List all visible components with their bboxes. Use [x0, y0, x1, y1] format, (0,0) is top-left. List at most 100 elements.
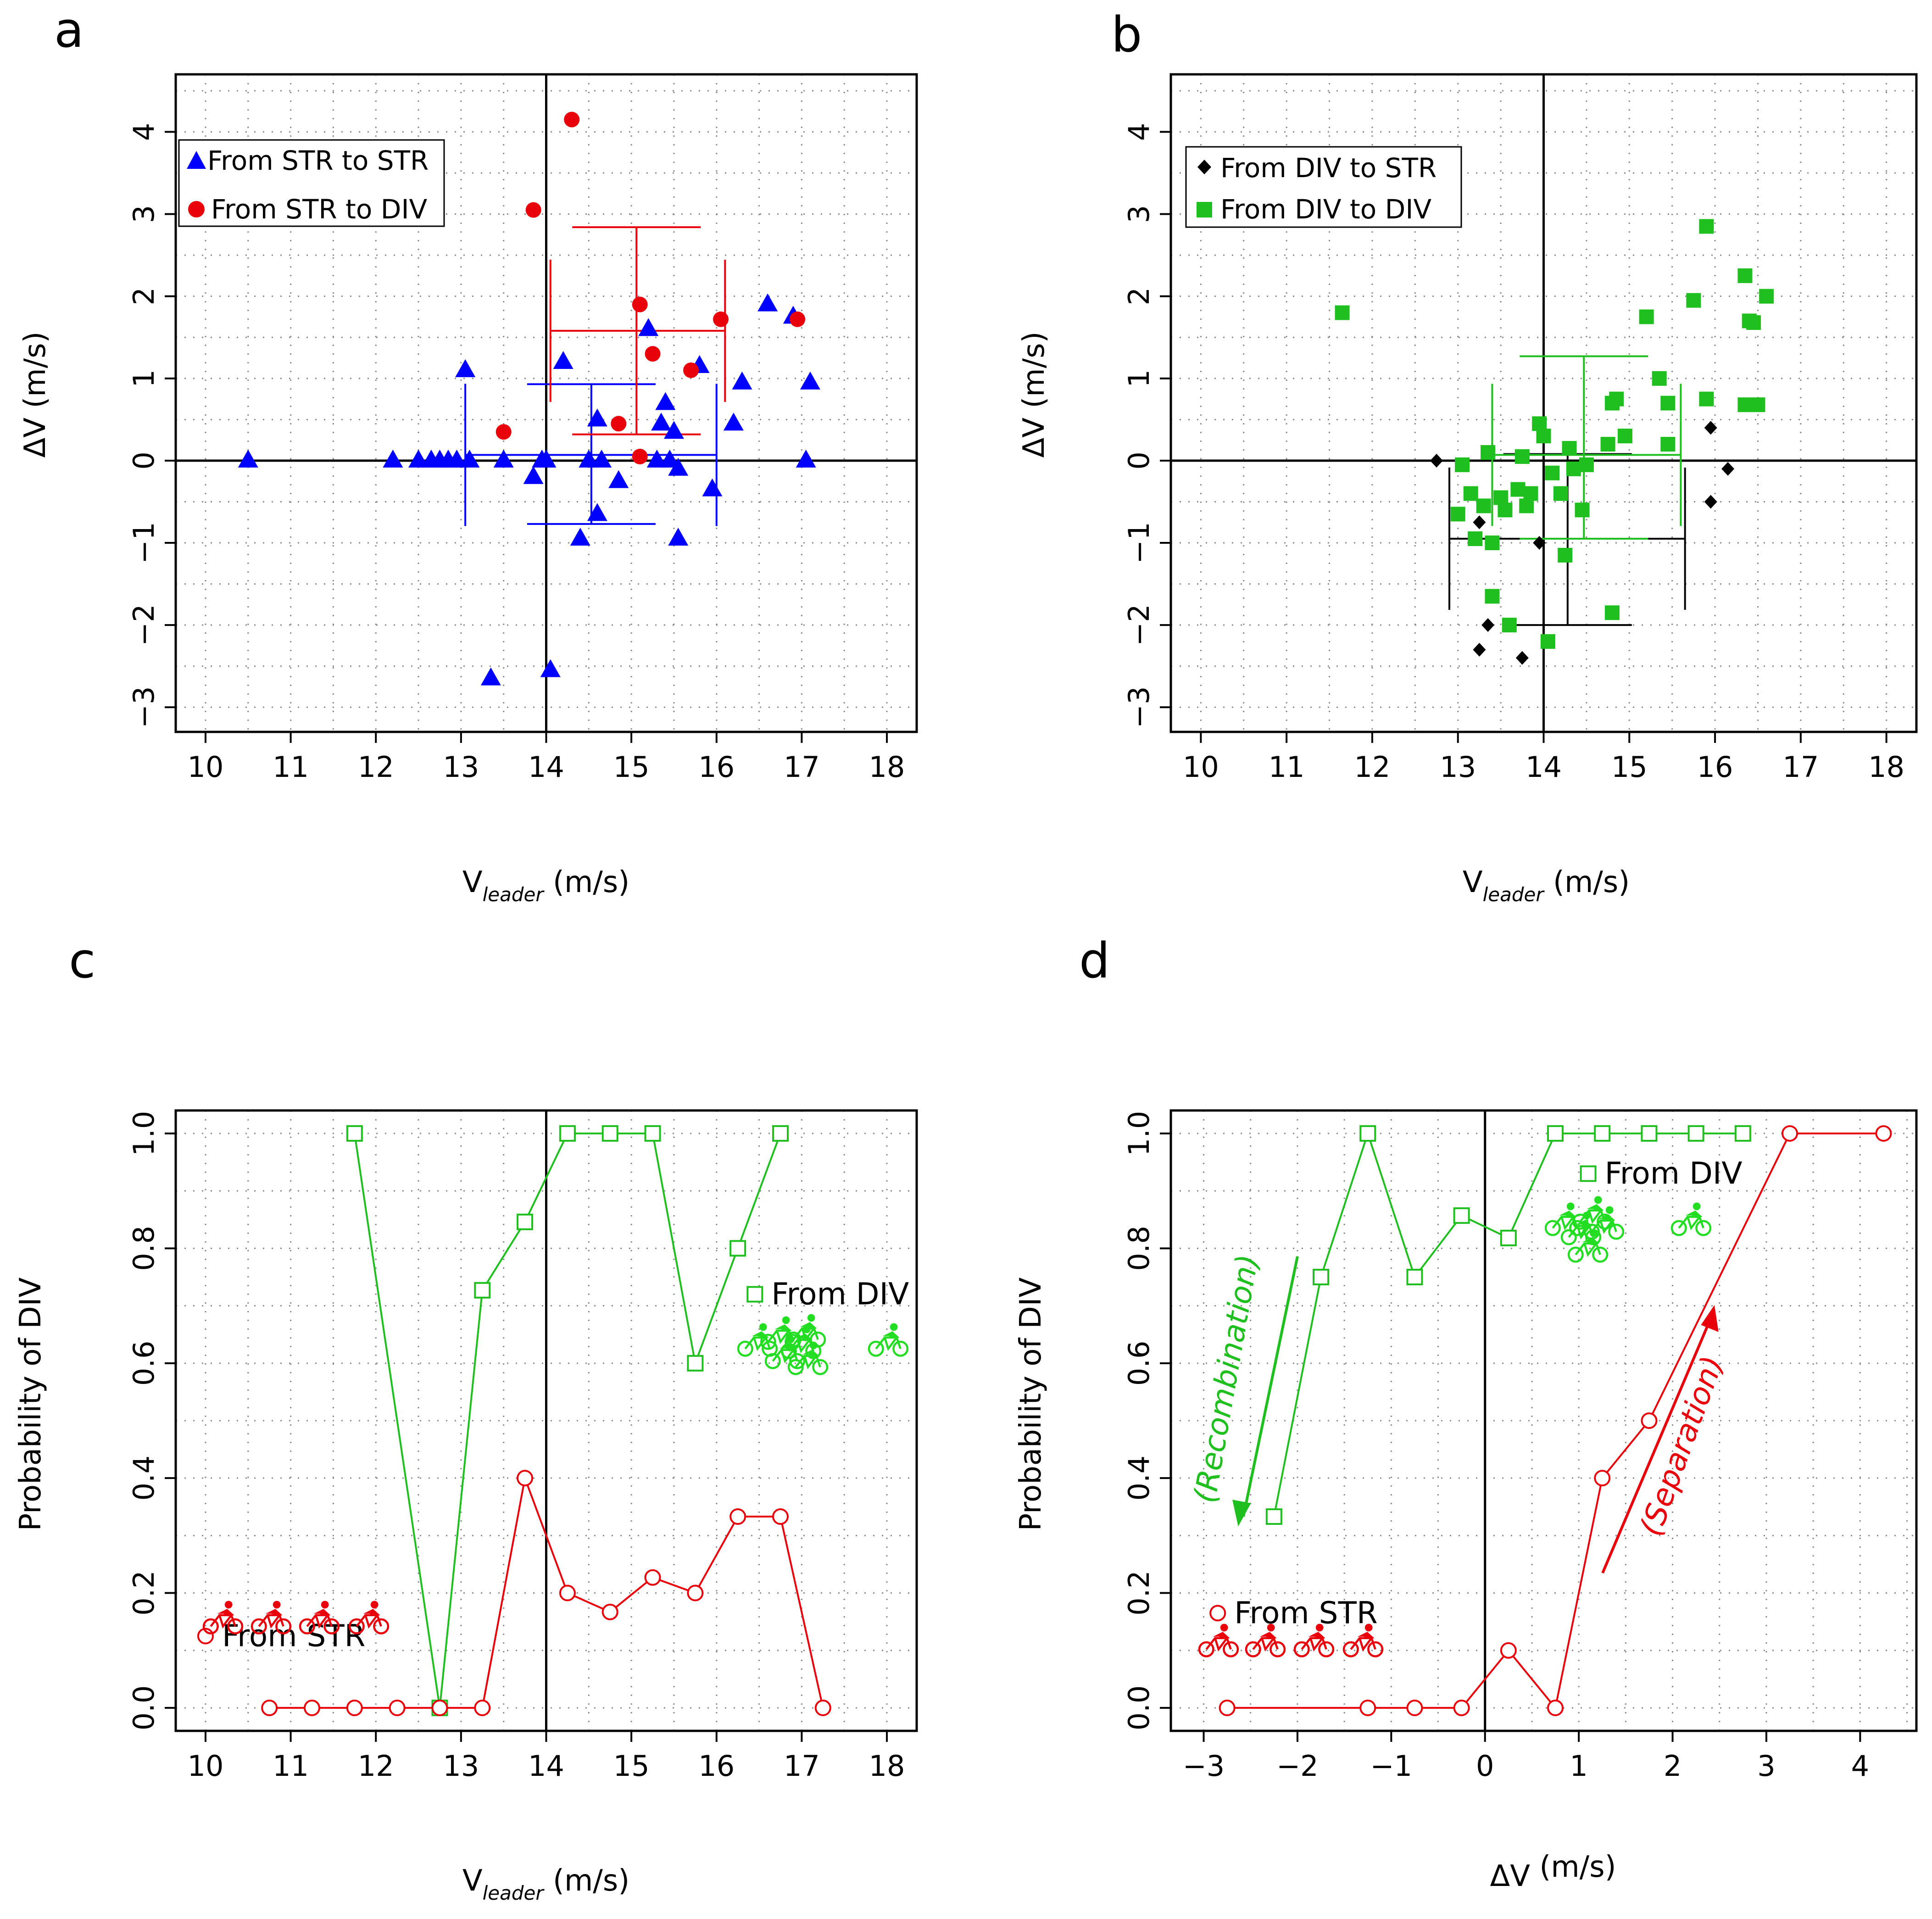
x-tick-label: 14 [1526, 750, 1562, 784]
panel-b-y-axis-title: ΔV (m/s) [1017, 331, 1051, 457]
y-tick-label: 0.6 [127, 1341, 161, 1386]
data-point-square-open [1547, 1125, 1564, 1142]
data-point-triangle [540, 659, 561, 677]
data-point-diamond [1481, 618, 1495, 632]
data-point-triangle [732, 371, 752, 390]
data-point-circle [632, 448, 648, 464]
x-tick-label: 11 [273, 750, 309, 784]
data-point-square [1750, 397, 1765, 413]
annotation-label: From STR [222, 1618, 366, 1653]
data-point-circle [790, 311, 806, 327]
data-point-triangle [663, 421, 684, 439]
data-point-circle-open [1406, 1699, 1423, 1716]
panel-d-label: d [1079, 932, 1110, 989]
y-tick-label: 0.8 [1122, 1226, 1156, 1271]
data-point-circle [525, 202, 541, 218]
x-tick-label: 17 [1782, 750, 1819, 784]
data-point-square [1737, 397, 1753, 413]
panel-b-data-points [1335, 219, 1774, 665]
data-point-square-open [1406, 1269, 1423, 1286]
data-point-circle-open [644, 1569, 661, 1586]
data-point-diamond [1473, 515, 1486, 530]
panel-b-label: b [1111, 6, 1142, 63]
legend-diamond-marker [1197, 160, 1211, 174]
data-point-square [1566, 461, 1581, 476]
data-point-square-open [1359, 1125, 1376, 1142]
data-point-square [1498, 502, 1513, 518]
x-axis-title-subscript: leader [483, 1882, 545, 1904]
data-point-square-open [1500, 1229, 1517, 1246]
legend-box [178, 139, 445, 227]
data-point-square [1737, 268, 1753, 283]
panel-c-y-tick-labels: 0.0 0.2 0.4 0.6 0.8 1.0 [127, 1111, 176, 1730]
y-tick-label: −1 [127, 522, 161, 563]
series-line [1227, 1132, 1884, 1710]
y-tick-label: 2 [127, 287, 161, 305]
data-point-diamond [1704, 495, 1717, 509]
data-point-circle-open [304, 1699, 321, 1716]
legend-triangle-marker [187, 151, 206, 169]
x-axis-title-main: ΔV [1490, 1859, 1530, 1893]
legend-circle-marker [188, 201, 205, 218]
data-point-square [1545, 465, 1560, 480]
panel-c-label: c [69, 932, 95, 989]
data-point-square [1502, 618, 1517, 633]
data-point-circle-open [1875, 1125, 1892, 1142]
panel-d-x-tick-labels: −3 −2 −1 0 1 2 3 4 [1183, 1731, 1869, 1783]
x-tick-label: 10 [1183, 750, 1219, 784]
data-point-square [1660, 396, 1676, 411]
data-point-square [1699, 219, 1714, 234]
x-tick-label: 15 [613, 750, 650, 784]
y-tick-label: 1 [1122, 369, 1156, 387]
data-point-circle [683, 362, 699, 378]
x-tick-label: 11 [1269, 750, 1305, 784]
data-point-circle [713, 311, 729, 327]
annotation-label: From DIV [771, 1277, 909, 1312]
x-tick-label: 12 [358, 750, 394, 784]
x-axis-title-subscript: leader [483, 883, 545, 906]
data-point-square [1540, 634, 1555, 649]
data-point-square-open [1641, 1125, 1658, 1142]
x-tick-label: 13 [443, 750, 479, 784]
data-point-triangle [608, 470, 629, 488]
data-point-circle-open [346, 1699, 363, 1716]
data-point-square [1575, 502, 1590, 518]
series-line [353, 1132, 781, 1708]
data-point-square-open [517, 1213, 534, 1230]
data-point-circle-open [1453, 1699, 1470, 1716]
data-point-diamond [1430, 453, 1443, 468]
data-point-square [1600, 437, 1615, 452]
data-point-square [1579, 457, 1594, 472]
data-point-circle [611, 416, 627, 432]
data-point-triangle [646, 449, 667, 468]
data-point-triangle [383, 449, 403, 468]
data-point-square-open [346, 1125, 363, 1142]
data-point-square [1558, 547, 1573, 563]
data-point-triangle [238, 449, 258, 468]
data-point-triangle [408, 449, 429, 468]
x-axis-title-main: V [1463, 865, 1483, 899]
x-tick-label: 18 [1868, 750, 1904, 784]
data-point-circle [632, 296, 648, 312]
panel-d-arrows [1232, 1256, 1719, 1574]
annotation-label: From STR [1234, 1595, 1378, 1630]
data-point-square [1536, 429, 1551, 444]
data-point-square [1519, 498, 1534, 513]
panel-a-plot-frame [174, 73, 918, 733]
x-tick-label: 16 [1697, 750, 1733, 784]
y-tick-label: 4 [127, 123, 161, 141]
data-point-square [1604, 605, 1620, 620]
x-tick-label: 13 [1440, 750, 1476, 784]
data-point-circle-open [1547, 1699, 1564, 1716]
x-tick-label: 16 [698, 750, 735, 784]
panel-d-grid [1171, 1110, 1916, 1731]
data-point-triangle [723, 413, 744, 431]
y-tick-label: 0.0 [1122, 1685, 1156, 1731]
data-point-triangle [459, 449, 480, 468]
x-tick-label: 2 [1664, 1749, 1681, 1783]
panel-b-x-axis-title: Vleader (m/s) [1463, 865, 1630, 906]
y-tick-label: 1.0 [1122, 1111, 1156, 1156]
y-tick-label: −3 [1122, 686, 1156, 728]
panel-d-cyclist-icons [1199, 1196, 1710, 1657]
